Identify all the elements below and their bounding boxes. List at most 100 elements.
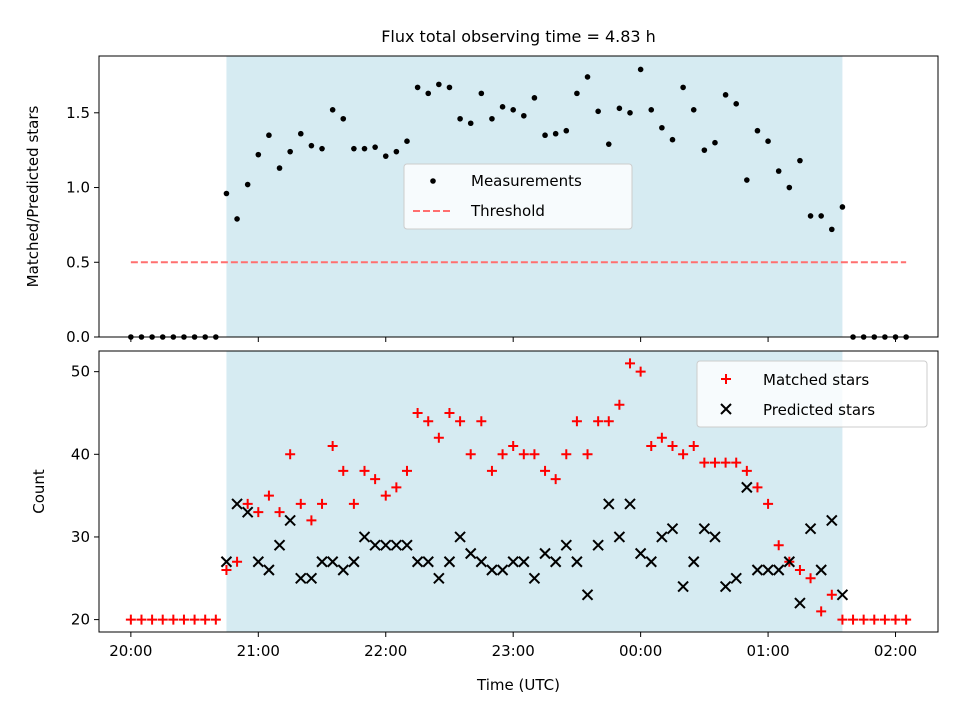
bottom-xticks-layer: 20:00 21:00 22:00 23:00 00:00 01:00 02:00 — [109, 632, 917, 660]
xtick-label: 22:00 — [364, 642, 407, 660]
top-marks-layer — [128, 66, 909, 340]
measurement-point — [308, 142, 315, 149]
matched-star-point — [752, 482, 763, 493]
matched-star-point — [317, 498, 328, 509]
matched-star-point — [890, 614, 901, 625]
predicted-star-point — [305, 572, 318, 584]
matched-star-point — [380, 490, 391, 501]
predicted-star-point — [571, 556, 583, 568]
matched-star-point — [550, 474, 561, 485]
matched-star-point — [476, 416, 487, 427]
bottom-ytick-label: 30 — [71, 528, 90, 546]
predicted-star-point — [624, 498, 636, 510]
predicted-star-point — [411, 556, 424, 568]
measurement-point — [690, 107, 697, 113]
measurement-point — [244, 181, 251, 188]
matched-star-point — [455, 416, 466, 427]
measurement-point — [351, 145, 357, 152]
top-xticks-layer — [130, 337, 897, 342]
predicted-star-point — [252, 556, 265, 568]
predicted-star-point — [348, 556, 360, 568]
measurement-point — [659, 124, 665, 131]
matched-star-point — [858, 614, 869, 625]
measurement-point — [510, 107, 516, 113]
matched-star-point — [486, 465, 497, 476]
measurement-point — [839, 204, 846, 210]
measurement-point — [722, 92, 729, 98]
matched-star-point — [497, 449, 508, 460]
measurement-point — [680, 84, 686, 91]
matched-star-point — [242, 498, 253, 509]
predicted-star-point — [443, 556, 456, 568]
matched-star-point — [465, 449, 476, 460]
predicted-star-point — [380, 539, 392, 551]
measurement-point — [733, 101, 740, 107]
predicted-star-point — [751, 564, 764, 576]
measurement-point — [701, 147, 708, 153]
predicted-star-point — [698, 522, 711, 535]
measurement-point — [329, 107, 336, 113]
legend-measurements-label: Measurements — [471, 172, 582, 190]
measurement-point — [404, 138, 410, 144]
measurement-point — [669, 136, 676, 143]
predicted-star-point — [263, 564, 275, 576]
predicted-star-point — [284, 514, 296, 527]
predicted-star-point — [326, 556, 339, 568]
predicted-star-point — [273, 539, 286, 551]
xtick-label: 02:00 — [874, 642, 917, 660]
measurement-point — [744, 177, 750, 183]
matched-star-point — [826, 589, 837, 600]
bottom-legend-box — [696, 360, 928, 428]
measurement-point — [521, 112, 527, 119]
predicted-star-point — [337, 564, 349, 576]
matched-star-point — [709, 457, 720, 468]
predicted-star-point — [613, 531, 626, 543]
measurement-point — [616, 105, 623, 112]
matched-star-point — [593, 416, 604, 427]
measurement-point — [552, 130, 559, 137]
xtick-label: 21:00 — [237, 642, 280, 660]
measurement-point — [393, 148, 400, 155]
matched-star-point — [603, 416, 614, 427]
matched-star-point — [348, 498, 359, 509]
top-ytick-label: 0.5 — [66, 253, 90, 271]
predicted-star-point — [454, 531, 466, 543]
predicted-star-point — [369, 539, 381, 551]
measurement-point — [765, 138, 771, 144]
matched-star-point — [147, 614, 158, 625]
measurement-point — [478, 90, 485, 97]
measurement-point — [361, 145, 368, 152]
matched-star-point — [869, 614, 880, 625]
predicted-star-point — [518, 556, 530, 568]
measurement-point — [467, 120, 474, 127]
measurement-point — [287, 148, 293, 155]
predicted-star-point — [465, 547, 477, 560]
matched-star-point — [688, 441, 699, 452]
bottom-marks-layer — [125, 358, 912, 625]
predicted-star-point — [433, 572, 445, 584]
predicted-star-point — [762, 564, 774, 576]
bottom-ytick-label: 40 — [71, 445, 90, 463]
predicted-star-point — [475, 556, 488, 568]
measurement-point — [542, 132, 548, 139]
matched-star-point — [561, 449, 572, 460]
measurement-point — [563, 127, 570, 134]
predicted-star-point — [603, 498, 615, 510]
predicted-star-point — [772, 564, 785, 576]
matched-star-point — [646, 441, 657, 452]
measurement-point — [297, 130, 304, 137]
top-panel: 0.0 0.5 1.0 1.5 Matched/Predicted stars Mea… — [24, 55, 939, 346]
matched-star-point — [444, 407, 455, 418]
top-ytick-label: 0.0 — [66, 328, 90, 346]
matched-star-point — [508, 441, 519, 452]
legend-measurement-marker — [430, 178, 436, 184]
predicted-star-point — [581, 589, 594, 601]
matched-star-point — [805, 573, 816, 584]
matched-star-point — [370, 474, 381, 485]
predicted-star-point — [549, 556, 562, 568]
predicted-star-point — [709, 531, 721, 543]
legend-predicted-label: Predicted stars — [763, 401, 875, 419]
predicted-star-point — [794, 597, 806, 609]
measurement-point — [414, 84, 421, 91]
predicted-star-point — [677, 580, 689, 593]
